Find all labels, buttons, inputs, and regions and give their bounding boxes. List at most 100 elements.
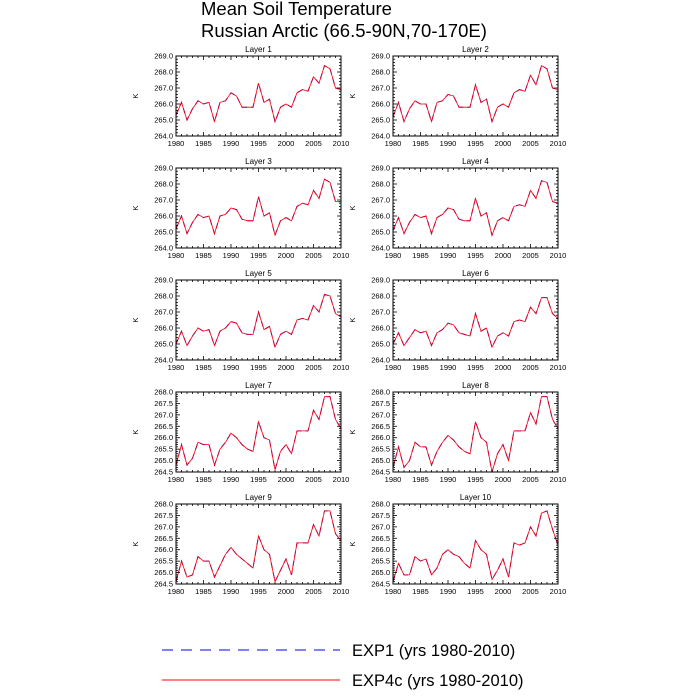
x-tick-label: 1980 bbox=[168, 251, 185, 260]
y-tick-label: 265.0 bbox=[371, 228, 390, 237]
x-tick-label: 1995 bbox=[250, 251, 267, 260]
series-line-exp4c bbox=[392, 180, 559, 237]
x-tick-label: 1980 bbox=[385, 587, 402, 596]
panel-5: Layer 5 1980 1985 1990 1995 2000 2005 2010 264.0… bbox=[131, 269, 349, 372]
y-tick-label: 267.0 bbox=[371, 308, 390, 317]
y-tick-label: 266.0 bbox=[371, 433, 390, 442]
x-tick-label: 2005 bbox=[305, 363, 322, 372]
series-line-exp4c bbox=[175, 65, 342, 124]
x-tick-label: 2010 bbox=[333, 139, 350, 148]
x-tick-label: 1985 bbox=[412, 475, 429, 484]
series-line-exp4c bbox=[175, 178, 341, 237]
y-tick-label: 267.0 bbox=[154, 522, 173, 531]
y-tick-label: 269.0 bbox=[154, 164, 173, 173]
y-tick-label: 268.0 bbox=[154, 180, 173, 189]
x-tick-label: 1980 bbox=[168, 587, 185, 596]
series-line-exp4c bbox=[175, 293, 342, 349]
x-tick-label: 1985 bbox=[412, 587, 429, 596]
figure-title-line-1: Mean Soil Temperature bbox=[201, 0, 392, 19]
y-tick-label: 268.0 bbox=[154, 500, 173, 509]
x-tick-label: 1990 bbox=[440, 139, 457, 148]
y-tick-label: 267.0 bbox=[371, 84, 390, 93]
x-tick-label: 2010 bbox=[550, 363, 567, 372]
series-line-exp4c bbox=[392, 396, 559, 473]
x-tick-label: 2000 bbox=[495, 251, 512, 260]
x-tick-label: 1990 bbox=[440, 587, 457, 596]
x-tick-label: 2000 bbox=[278, 587, 295, 596]
y-tick-label: 264.5 bbox=[154, 468, 173, 477]
panel-2: Layer 2 1980 1985 1990 1995 2000 2005 2010 264.0… bbox=[348, 45, 566, 148]
y-tick-label: 265.0 bbox=[371, 116, 390, 125]
y-tick-label: 264.0 bbox=[154, 244, 173, 253]
x-tick-label: 2005 bbox=[522, 475, 539, 484]
panel-10: Layer 10 1980 1985 1990 1995 2000 2005 2010 264.… bbox=[348, 493, 566, 596]
y-tick-label: 265.5 bbox=[371, 445, 390, 454]
y-tick-label: 266.0 bbox=[154, 100, 173, 109]
x-tick-label: 1995 bbox=[250, 363, 267, 372]
panel-4: Layer 4 1980 1985 1990 1995 2000 2005 2010 264.0… bbox=[348, 157, 566, 260]
panel-title: Layer 7 bbox=[245, 381, 272, 390]
x-tick-label: 1990 bbox=[223, 587, 240, 596]
x-tick-label: 2010 bbox=[333, 475, 350, 484]
y-tick-label: 269.0 bbox=[371, 164, 390, 173]
y-axis-label: K bbox=[348, 541, 357, 546]
y-tick-label: 267.5 bbox=[154, 399, 173, 408]
x-tick-label: 1985 bbox=[195, 139, 212, 148]
series-line-exp4c bbox=[175, 396, 342, 470]
x-tick-label: 1995 bbox=[467, 139, 484, 148]
y-tick-label: 267.0 bbox=[154, 84, 173, 93]
x-tick-label: 2010 bbox=[333, 363, 350, 372]
y-tick-label: 267.0 bbox=[371, 522, 390, 531]
y-tick-label: 268.0 bbox=[371, 388, 390, 397]
y-tick-label: 268.0 bbox=[371, 180, 390, 189]
figure-title-line-2: Russian Arctic (66.5-90N,70-170E) bbox=[201, 20, 487, 41]
y-tick-label: 269.0 bbox=[154, 276, 173, 285]
panel-title: Layer 3 bbox=[245, 157, 272, 166]
y-axis-label: K bbox=[131, 93, 140, 98]
x-tick-label: 2000 bbox=[495, 475, 512, 484]
y-tick-label: 267.5 bbox=[154, 511, 173, 520]
panel-title: Layer 9 bbox=[245, 493, 272, 502]
y-axis-label: K bbox=[348, 429, 357, 434]
y-tick-label: 268.0 bbox=[154, 388, 173, 397]
x-tick-label: 1980 bbox=[385, 251, 402, 260]
series-line-exp4c bbox=[175, 510, 342, 583]
y-tick-label: 266.0 bbox=[154, 324, 173, 333]
x-tick-label: 1985 bbox=[412, 363, 429, 372]
y-tick-label: 264.0 bbox=[154, 356, 173, 365]
panel-6: Layer 6 1980 1985 1990 1995 2000 2005 2010 264.0… bbox=[348, 269, 566, 372]
panel-title: Layer 5 bbox=[245, 269, 272, 278]
series-line-exp4c bbox=[392, 510, 559, 582]
y-tick-label: 266.0 bbox=[154, 212, 173, 221]
x-tick-label: 2010 bbox=[550, 475, 567, 484]
x-tick-label: 2000 bbox=[278, 139, 295, 148]
y-tick-label: 265.0 bbox=[154, 116, 173, 125]
y-tick-label: 266.0 bbox=[154, 545, 173, 554]
y-tick-label: 266.0 bbox=[371, 212, 390, 221]
x-tick-label: 1985 bbox=[195, 363, 212, 372]
y-tick-label: 265.5 bbox=[154, 445, 173, 454]
y-tick-label: 269.0 bbox=[371, 276, 390, 285]
x-tick-label: 1990 bbox=[223, 475, 240, 484]
y-tick-label: 265.0 bbox=[154, 456, 173, 465]
panel-title: Layer 6 bbox=[462, 269, 489, 278]
x-tick-label: 1980 bbox=[385, 139, 402, 148]
x-tick-label: 2000 bbox=[278, 363, 295, 372]
panel-3: Layer 3 1980 1985 1990 1995 2000 2005 2010 264.0… bbox=[131, 157, 349, 260]
x-tick-label: 1990 bbox=[440, 475, 457, 484]
y-tick-label: 264.0 bbox=[371, 244, 390, 253]
y-axis-label: K bbox=[131, 541, 140, 546]
y-tick-label: 265.0 bbox=[154, 340, 173, 349]
x-tick-label: 2005 bbox=[522, 363, 539, 372]
x-tick-label: 2010 bbox=[550, 251, 567, 260]
x-tick-label: 2005 bbox=[522, 139, 539, 148]
panel-title: Layer 10 bbox=[460, 493, 492, 502]
y-tick-label: 264.5 bbox=[371, 580, 390, 589]
y-tick-label: 268.0 bbox=[371, 500, 390, 509]
x-tick-label: 1990 bbox=[223, 251, 240, 260]
y-axis-label: K bbox=[348, 205, 357, 210]
y-tick-label: 267.5 bbox=[371, 399, 390, 408]
x-tick-label: 1995 bbox=[250, 587, 267, 596]
x-tick-label: 1995 bbox=[467, 587, 484, 596]
y-axis-label: K bbox=[131, 205, 140, 210]
